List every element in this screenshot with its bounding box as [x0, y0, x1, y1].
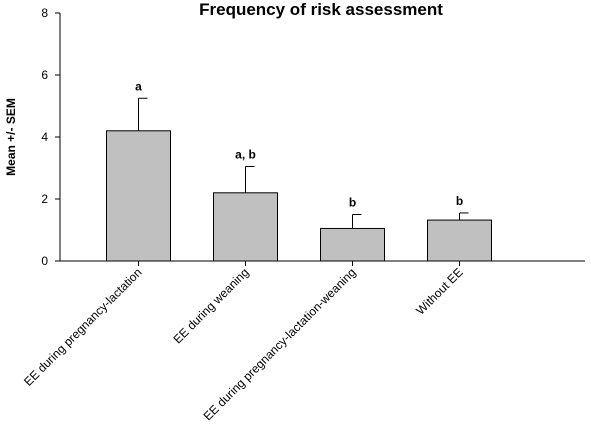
bar — [320, 227, 385, 262]
significance-label: b — [456, 194, 463, 208]
x-category-label: EE during weaning — [170, 265, 251, 346]
chart-title: Frequency of risk assessment — [199, 0, 443, 19]
bar — [106, 130, 171, 262]
significance-label: a, b — [235, 147, 256, 161]
x-category-label: EE during pregnancy-lactation — [21, 265, 145, 389]
bars-layer: a a, b b b — [106, 79, 492, 262]
y-tick-label: 4 — [41, 130, 48, 144]
y-axis-label: Mean +/- SEM — [4, 98, 18, 176]
axes-layer: 0 2 4 6 8 EE during pregnancy-lactation EE dur… — [21, 6, 585, 423]
significance-label: b — [349, 196, 356, 210]
y-tick-label: 2 — [41, 192, 48, 206]
y-tick-label: 6 — [41, 68, 48, 82]
y-tick-label: 8 — [41, 6, 48, 20]
bar — [427, 219, 492, 262]
significance-label: a — [135, 79, 142, 93]
bar — [213, 192, 278, 262]
x-category-label: Without EE — [413, 265, 465, 317]
y-tick-label: 0 — [41, 254, 48, 268]
